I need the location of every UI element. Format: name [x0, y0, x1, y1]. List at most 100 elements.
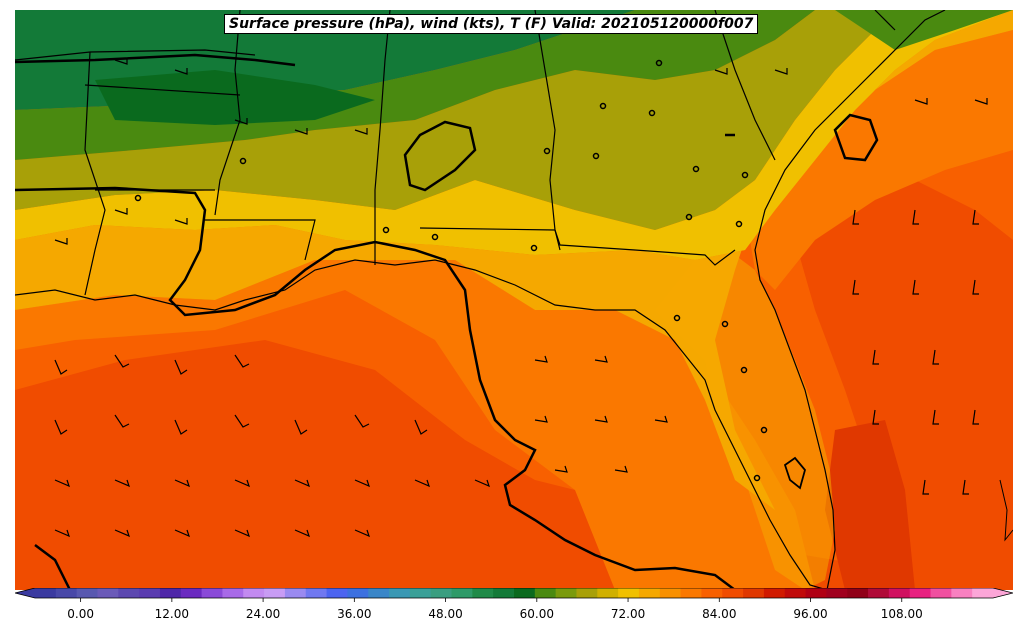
- colorbar-segment: [159, 588, 182, 598]
- colorbar-segment: [409, 588, 432, 598]
- colorbar-segment: [243, 588, 265, 598]
- wind-barb: [174, 419, 188, 435]
- colorbar-segment: [305, 588, 328, 598]
- colorbar-outline: [15, 588, 1013, 599]
- station-marker: [655, 59, 663, 67]
- wind-barb: [912, 209, 919, 225]
- temperature-fill-atlantic-warm: [795, 180, 1013, 590]
- wind-barb: [114, 479, 130, 488]
- colorbar-tick-label: 24.00: [245, 607, 281, 621]
- colorbar-tick-label: 12.00: [154, 607, 190, 621]
- state-line-mississippi-river: [214, 10, 241, 216]
- station-marker: [543, 147, 551, 155]
- wind-barb: [234, 479, 250, 488]
- colorbar-segment: [534, 588, 557, 598]
- isobar-lake-okeechobee: [783, 456, 806, 490]
- colorbar-segment: [472, 588, 494, 598]
- wind-barb: [54, 238, 68, 245]
- map-title: Surface pressure (hPa), wind (kts), T (F…: [224, 14, 759, 34]
- colorbar-segment: [701, 588, 723, 598]
- temperature-field-map: [15, 10, 1013, 590]
- wind-barb: [54, 419, 68, 435]
- station-marker: [685, 213, 693, 221]
- wind-barb: [234, 414, 250, 428]
- wind-barb: [54, 359, 68, 375]
- wind-barb: [872, 409, 879, 425]
- wind-barb: [594, 415, 608, 423]
- station-marker: [760, 426, 768, 434]
- station-marker: [431, 233, 439, 241]
- state-line-ok-ar: [15, 49, 256, 61]
- wind-barb: [774, 68, 788, 75]
- wind-barb: [174, 68, 188, 75]
- wind-barb: [234, 529, 250, 538]
- wind-barb: [294, 529, 310, 538]
- wind-barb: [174, 359, 188, 375]
- station-marker: [592, 152, 600, 160]
- florida-land-tint: [655, 255, 835, 590]
- colorbar-segment: [972, 588, 994, 598]
- isobar-closed-alabama: [403, 120, 477, 192]
- station-marker: [239, 157, 247, 165]
- colorbar-segment: [638, 588, 661, 598]
- wind-barb: [932, 409, 939, 425]
- colorbar-segment: [451, 588, 473, 598]
- wind-barb: [852, 209, 859, 225]
- wind-barb: [554, 465, 568, 473]
- temperature-fill-olive-band: [15, 10, 915, 230]
- colorbar-segment: [618, 588, 640, 598]
- station-marker: [692, 165, 700, 173]
- wind-barb: [174, 218, 188, 225]
- colorbar-segment: [118, 588, 140, 598]
- colorbar-tick-label: 0.00: [67, 607, 94, 621]
- wind-barb: [962, 479, 969, 495]
- state-line-fl-north: [419, 227, 736, 266]
- wind-barb: [114, 414, 130, 428]
- colorbar-segment: [139, 588, 161, 598]
- colorbar-segment: [326, 588, 348, 598]
- colorbar-segment: [514, 588, 536, 598]
- station-marker: [735, 220, 743, 228]
- atlantic-coastline: [754, 10, 946, 590]
- colorbar-segment: [763, 588, 786, 598]
- wind-barb: [972, 279, 979, 295]
- colorbar-segment: [805, 588, 827, 598]
- wind-barb: [354, 414, 370, 428]
- station-markers: [134, 59, 768, 482]
- state-line-nc-sc: [874, 10, 896, 31]
- colorbar-extend-min: [15, 588, 35, 598]
- station-marker: [599, 102, 607, 110]
- state-line-ms-al: [374, 10, 391, 265]
- colorbar-segment: [888, 588, 911, 598]
- wind-barb: [54, 479, 70, 488]
- wind-barb: [114, 529, 130, 538]
- colorbar-tick-label: 72.00: [610, 607, 646, 621]
- wind-barb: [872, 349, 879, 365]
- colorbar-segment: [284, 588, 307, 598]
- state-line-la-ms: [205, 219, 316, 261]
- colorbar-segment: [659, 588, 682, 598]
- wind-barb: [614, 465, 628, 473]
- colorbar-tick-label: 108.00: [880, 607, 923, 621]
- wind-barb: [534, 355, 548, 363]
- weather-map: [15, 10, 1013, 590]
- station-marker: [740, 366, 748, 374]
- colorbar-segment: [389, 588, 411, 598]
- wind-barbs: [54, 58, 988, 538]
- wind-barb: [914, 98, 928, 105]
- wind-barb: [714, 68, 728, 75]
- colorbar-segment: [909, 588, 932, 598]
- wind-barb: [114, 208, 128, 215]
- wind-barb: [654, 415, 668, 423]
- colorbar-segment: [743, 588, 765, 598]
- isobar-north: [15, 53, 296, 67]
- colorbar-segment: [722, 588, 744, 598]
- wind-barb: [932, 349, 939, 365]
- wind-barb: [972, 209, 979, 225]
- colorbar-segment: [597, 588, 619, 598]
- temperature-colorbar: [15, 588, 1013, 602]
- state-line-ga-sc: [714, 10, 776, 161]
- state-line-tx-la-west: [84, 51, 106, 296]
- isobar-contours: [15, 53, 879, 590]
- colorbar-segment: [826, 588, 848, 598]
